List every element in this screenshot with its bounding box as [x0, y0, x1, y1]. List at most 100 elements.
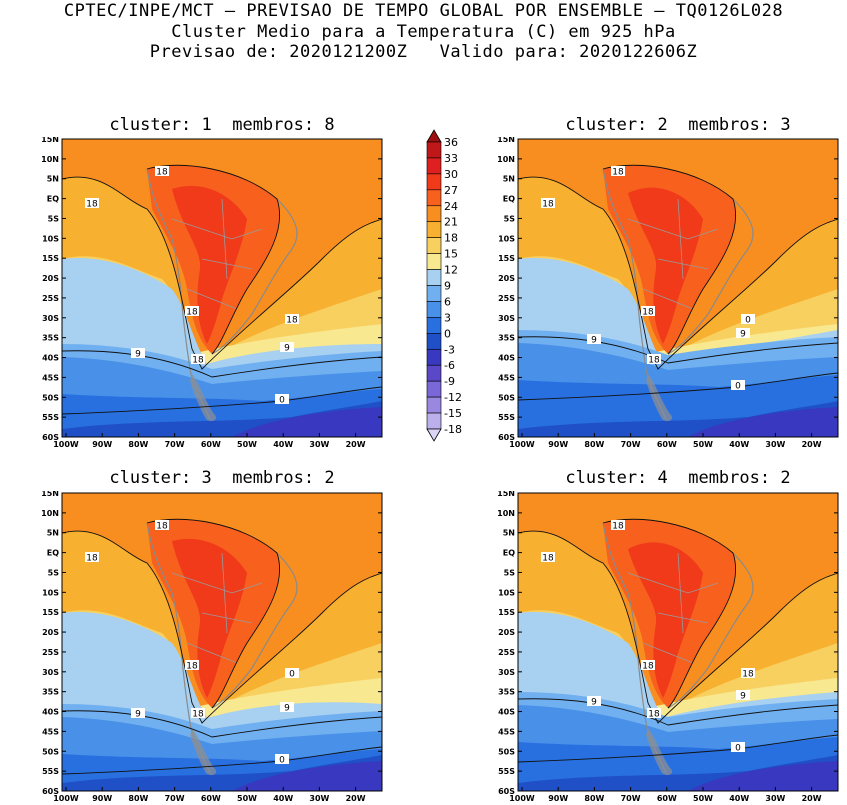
- contour-line: [602, 518, 737, 709]
- lon-label: 90W: [548, 440, 568, 449]
- colorbar: 36 33 30 27 24 21 18 15 12 9 6 3 0 -3 -6 -9 -12 -15 -18: [418, 128, 478, 443]
- contour-line: [146, 164, 281, 355]
- lat-label: 15N: [497, 137, 515, 144]
- lon-label: 50W: [693, 794, 713, 803]
- lat-label: 5N: [503, 175, 515, 184]
- contour-label-box: [731, 380, 745, 390]
- contour-label-box: [736, 690, 750, 700]
- map-frame: [517, 492, 839, 792]
- lon-label: 70W: [165, 794, 185, 803]
- contour-label: 18: [642, 308, 654, 318]
- lat-label: 5N: [47, 529, 59, 538]
- colorbar-swatch: [426, 189, 442, 207]
- colorbar-swatch: [426, 317, 442, 334]
- contour-label-box: [731, 742, 745, 752]
- colorbar-swatch: [426, 253, 442, 270]
- colorbar-label: -9: [444, 375, 455, 388]
- lon-label: 60W: [657, 440, 677, 449]
- lat-label: 25S: [42, 648, 59, 657]
- lat-label: 5S: [48, 568, 60, 577]
- contour-label-box: [85, 198, 99, 208]
- lat-label: 20S: [42, 274, 59, 283]
- contour-label-box: [85, 552, 99, 562]
- contour-label-box: [647, 354, 661, 364]
- lon-label: 20W: [346, 440, 366, 449]
- lat-label: 25S: [42, 294, 59, 303]
- lat-label: 30S: [498, 668, 515, 677]
- contour-line: [62, 176, 382, 370]
- colorbar-label: 6: [444, 295, 451, 308]
- lat-label: 10N: [41, 155, 59, 164]
- colorbar-swatch: [426, 269, 442, 286]
- contour-label-box: [131, 708, 145, 718]
- contour-label-box: [131, 348, 145, 358]
- colorbar-swatch: [426, 141, 442, 159]
- contour-line: [518, 698, 838, 726]
- lat-label: 35S: [498, 334, 515, 343]
- lat-label: 45S: [42, 727, 59, 736]
- lat-label: 10S: [498, 234, 515, 243]
- lat-label: 20S: [498, 628, 515, 637]
- lat-label: 5S: [504, 568, 516, 577]
- contour-label-box: [611, 166, 625, 176]
- colorbar-swatch: [426, 173, 442, 191]
- title-line-1: CPTEC/INPE/MCT — PREVISAO DE TEMPO GLOBA…: [63, 1, 784, 21]
- colorbar-label: 0: [444, 327, 451, 340]
- map-panel-3: 18 18 18 18 9 9 0 0 15N 10N 5N EQ 5S 10S 15S 20S 25S 30S 3…: [30, 491, 386, 805]
- lat-label: 30S: [42, 668, 59, 677]
- contour-line: [518, 530, 838, 724]
- lon-label: 100W: [53, 440, 79, 449]
- contour-label: 18: [648, 710, 660, 720]
- colorbar-label: 30: [444, 168, 458, 181]
- lat-label: 30S: [498, 314, 515, 323]
- map-frame: [61, 492, 383, 792]
- contour-label-box: [741, 668, 755, 678]
- contour-label: 0: [745, 316, 751, 326]
- colorbar-label: 36: [444, 136, 458, 149]
- lat-label: 60S: [498, 787, 515, 796]
- colorbar-label: -3: [444, 343, 455, 356]
- colorbar-swatch: [426, 157, 442, 175]
- lon-label: 80W: [128, 440, 148, 449]
- contour-line: [146, 518, 281, 709]
- lat-label: 35S: [498, 688, 515, 697]
- lat-label: 20S: [42, 628, 59, 637]
- lat-label: 5S: [48, 214, 60, 223]
- lat-label: 40S: [42, 354, 59, 363]
- lon-label: 80W: [584, 440, 604, 449]
- lat-label: EQ: [503, 549, 515, 558]
- patagonia-land: [190, 728, 217, 776]
- lat-label: 55S: [498, 767, 515, 776]
- temp-band-m6: [232, 761, 382, 791]
- contour-line: [62, 530, 382, 724]
- lat-label: 10S: [42, 588, 59, 597]
- lat-label: 55S: [42, 767, 59, 776]
- contour-label-box: [285, 668, 299, 678]
- contour-label: 18: [156, 168, 168, 178]
- lon-label: 60W: [201, 440, 221, 449]
- colorbar-swatch: [426, 364, 442, 382]
- contour-line: [62, 350, 382, 378]
- panel-title-3: cluster: 3 membros: 2: [109, 468, 335, 488]
- patagonia-land: [646, 374, 673, 422]
- contour-label: 18: [86, 200, 98, 210]
- contour-label-box: [191, 354, 205, 364]
- lon-label: 30W: [765, 794, 785, 803]
- lon-label: 70W: [165, 440, 185, 449]
- lon-label: 100W: [509, 794, 535, 803]
- lat-label: 45S: [498, 373, 515, 382]
- contour-label-box: [185, 306, 199, 316]
- contour-label: 18: [186, 662, 198, 672]
- patagonia-land: [646, 728, 673, 776]
- colorbar-label: -18: [444, 423, 462, 436]
- contour-label-box: [275, 394, 289, 404]
- lat-label: 50S: [498, 393, 515, 402]
- lon-label: 70W: [621, 440, 641, 449]
- map-svg: 18 18 18 18 9 9 0 0 15N 10N 5N EQ 5S 10S 15S 20S 25S 30S 3…: [497, 137, 839, 449]
- contour-label-box: [647, 708, 661, 718]
- lat-label: 35S: [42, 688, 59, 697]
- map-svg: 18 18 18 18 9 9 0 18 15N 10N 5N EQ 5S 10S 15S 20S 25S 30S…: [41, 137, 383, 449]
- contour-label-box: [611, 520, 625, 530]
- contour-label: 0: [279, 396, 285, 406]
- temp-band-27: [628, 542, 703, 698]
